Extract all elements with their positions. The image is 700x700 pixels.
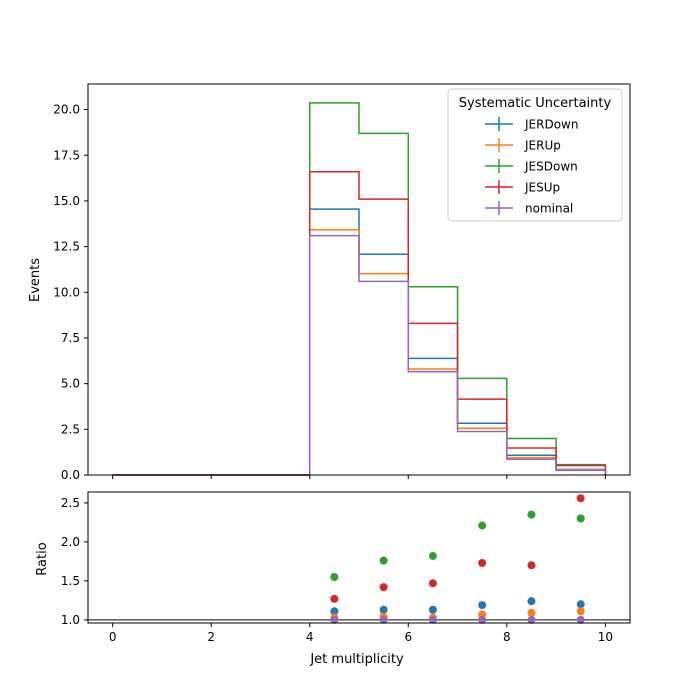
bottom-x-tick-label: 4 bbox=[306, 630, 314, 644]
bottom-x-tick-label: 6 bbox=[404, 630, 412, 644]
top-y-tick-label: 10.0 bbox=[53, 285, 80, 299]
top-y-ticks: 0.0 2.5 5.0 7.5 10.0 12.5 15.0 17.5 20.0 bbox=[53, 103, 88, 482]
legend-label-nominal: nominal bbox=[525, 202, 573, 216]
top-axes-frame bbox=[87, 83, 631, 476]
ratio-point-nominal bbox=[330, 615, 339, 624]
x-axis-label: Jet multiplicity bbox=[309, 652, 404, 667]
top-y-tick-label: 15.0 bbox=[53, 194, 80, 208]
ratio-point-JESDown bbox=[576, 514, 585, 523]
legend-label-JERDown: JERDown bbox=[524, 118, 578, 132]
ratio-point-nominal bbox=[527, 615, 536, 624]
ratio-point-JESUp bbox=[379, 583, 388, 592]
ratio-point-JERDown bbox=[330, 607, 339, 616]
ratio-point-JERDown bbox=[527, 597, 536, 606]
ratio-point-JERDown bbox=[428, 605, 437, 614]
bottom-panel: 0 2 4 6 8 10 1.0 1.5 2.0 2.5 Ratio Jet multiplic… bbox=[35, 491, 631, 667]
ratio-point-JESUp bbox=[428, 579, 437, 588]
bottom-axes-frame bbox=[87, 491, 631, 624]
ratio-point-JESUp bbox=[478, 558, 487, 567]
ratio-point-nominal bbox=[379, 615, 388, 624]
ratio-point-JERDown bbox=[379, 605, 388, 614]
bottom-x-ticks: 0 2 4 6 8 10 bbox=[109, 623, 613, 644]
ratio-point-JESDown bbox=[330, 572, 339, 581]
top-y-tick-label: 5.0 bbox=[61, 377, 80, 391]
legend-items: JERDown JERUp JESDown JESUp nominal bbox=[485, 117, 578, 216]
ratio-point-nominal bbox=[478, 615, 487, 624]
legend-title: Systematic Uncertainty bbox=[459, 96, 612, 111]
top-y-tick-label: 2.5 bbox=[61, 422, 80, 436]
bottom-x-tick-label: 8 bbox=[503, 630, 511, 644]
top-y-tick-label: 20.0 bbox=[53, 103, 80, 117]
ratio-point-JESDown bbox=[379, 556, 388, 565]
ratio-point-JERDown bbox=[478, 601, 487, 610]
top-y-tick-label: 7.5 bbox=[61, 331, 80, 345]
legend-label-JESDown: JESDown bbox=[524, 160, 578, 174]
bottom-y-tick-label: 2.0 bbox=[61, 535, 80, 549]
ratio-point-JERUp bbox=[576, 607, 585, 616]
bottom-y-tick-label: 2.5 bbox=[61, 496, 80, 510]
top-y-tick-label: 12.5 bbox=[53, 240, 80, 254]
top-y-tick-label: 17.5 bbox=[53, 148, 80, 162]
ratio-point-nominal bbox=[428, 615, 437, 624]
ratio-point-JESUp bbox=[330, 594, 339, 603]
top-panel: 0.0 2.5 5.0 7.5 10.0 12.5 15.0 17.5 20.0 Events bbox=[28, 83, 631, 482]
top-x-ticks bbox=[112, 475, 606, 479]
legend-box bbox=[447, 88, 623, 222]
top-y-axis-label: Events bbox=[28, 258, 43, 302]
legend: Systematic Uncertainty JERDown JERUp JESDo… bbox=[447, 88, 623, 222]
ratio-point-nominal bbox=[576, 615, 585, 624]
top-y-tick-label: 0.0 bbox=[61, 468, 80, 482]
bottom-y-axis-label: Ratio bbox=[35, 542, 50, 575]
ratio-point-JESUp bbox=[527, 561, 536, 570]
legend-label-JERUp: JERUp bbox=[524, 139, 561, 153]
ratio-point-JESDown bbox=[428, 551, 437, 560]
bottom-x-tick-label: 10 bbox=[598, 630, 613, 644]
legend-label-JESUp: JESUp bbox=[524, 181, 560, 195]
ratio-point-JESUp bbox=[576, 494, 585, 503]
bottom-x-tick-label: 2 bbox=[207, 630, 215, 644]
bottom-y-ticks: 1.0 1.5 2.0 2.5 bbox=[61, 496, 88, 627]
ratio-point-JERUp bbox=[527, 608, 536, 617]
ratio-point-JESDown bbox=[478, 521, 487, 530]
ratio-points bbox=[88, 494, 630, 624]
bottom-x-tick-label: 0 bbox=[109, 630, 117, 644]
ratio-point-JERDown bbox=[576, 600, 585, 609]
ratio-point-JESDown bbox=[527, 510, 536, 519]
bottom-y-tick-label: 1.5 bbox=[61, 574, 80, 588]
bottom-y-tick-label: 1.0 bbox=[61, 613, 80, 627]
